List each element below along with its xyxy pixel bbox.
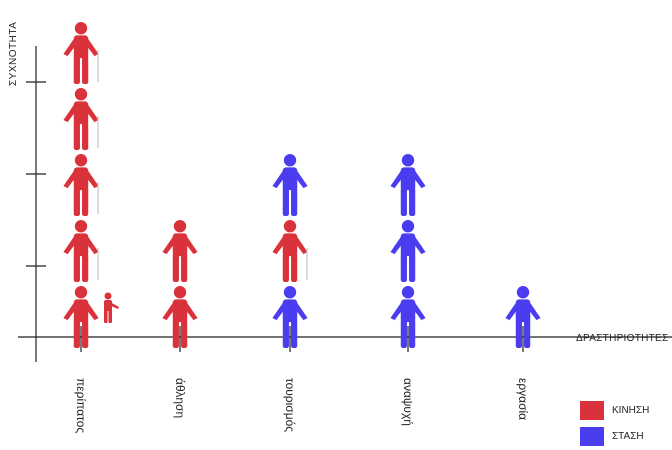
icon-0-0-person-icon xyxy=(63,286,99,348)
icon-0-3-person-icon xyxy=(63,88,99,150)
icon-0-2-person-icon xyxy=(63,154,99,216)
icon-2-2-person-icon xyxy=(272,154,308,216)
category-label: περίπατος xyxy=(74,378,88,434)
legend-swatch-stasi xyxy=(580,426,604,446)
legend-swatch-kinisi xyxy=(580,400,604,420)
legend-label-kinisi: ΚΙΝΗΣΗ xyxy=(612,404,650,416)
category-label: άθληση xyxy=(173,378,187,419)
icon-4-0-person-icon xyxy=(505,286,541,348)
category-label: τουρισμός xyxy=(283,378,297,433)
icon-3-0-person-icon xyxy=(390,286,426,348)
icon-2-1-person-icon xyxy=(272,220,308,282)
x-axis-label: ΔΡΑΣΤΗΡΙΟΤΗΤΕΣ xyxy=(576,333,669,344)
legend: ΚΙΝΗΣΗ ΣΤΑΣΗ xyxy=(580,400,649,450)
child-figure-icon xyxy=(104,292,119,323)
icon-1-0-person-icon xyxy=(162,286,198,348)
icon-3-1-person-icon xyxy=(390,220,426,282)
icon-1-1-person-icon xyxy=(162,220,198,282)
category-label: αναψυχή xyxy=(401,378,415,426)
icon-2-0-person-icon xyxy=(272,286,308,348)
legend-item-stasi: ΣΤΑΣΗ xyxy=(580,426,649,446)
icon-0-1-person-icon xyxy=(63,220,99,282)
icon-3-2-person-icon xyxy=(390,154,426,216)
icon-0-4-person-icon xyxy=(63,22,99,84)
legend-label-stasi: ΣΤΑΣΗ xyxy=(612,430,644,442)
category-label: εργασία xyxy=(516,378,530,421)
y-axis-label: ΣΥΧΝΟΤΗΤΑ xyxy=(8,21,19,86)
legend-item-kinisi: ΚΙΝΗΣΗ xyxy=(580,400,649,420)
